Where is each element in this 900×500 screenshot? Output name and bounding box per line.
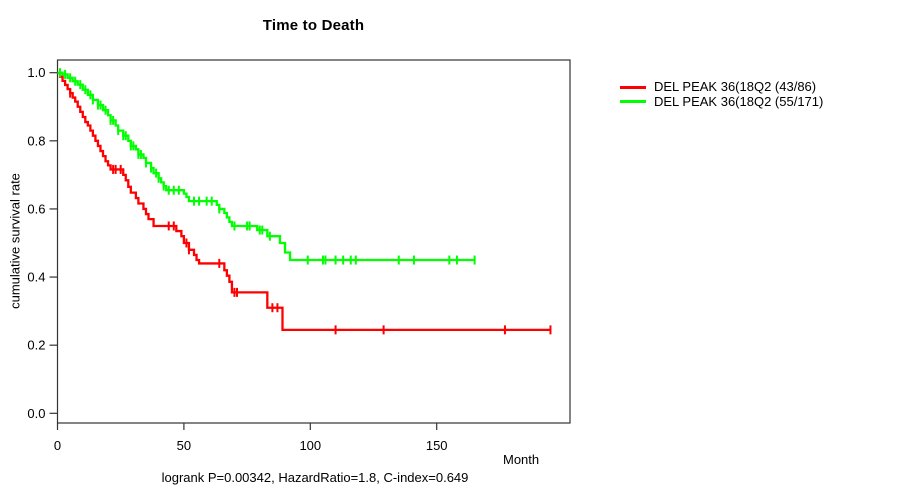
y-tick-label: 0.8 [27,133,45,148]
x-axis-label: Month [503,452,540,467]
legend-item-group2: DEL PEAK 36(18Q2 (55/171) [620,93,824,110]
y-tick-label: 1.0 [27,65,45,80]
legend-line-red-icon [620,85,646,89]
survival-curve-group-1 [57,71,552,335]
chart-title: Time to Death [262,17,365,34]
survival-curve-group-2 [57,68,476,265]
x-tick-label: 150 [426,438,448,453]
legend-label-group1: DEL PEAK 36(18Q2 (43/86) [654,79,817,94]
y-tick-label: 0.0 [27,406,45,421]
x-tick-label: 50 [177,438,191,453]
x-axis-ticks: 0 50 100 150 [54,423,448,453]
censor-ticks-2 [59,68,476,265]
survival-curve-1 [57,71,551,332]
legend-line-green-icon [620,100,646,104]
y-axis-ticks: 0.0 0.2 0.4 0.6 0.8 1.0 [27,65,58,421]
plot-box [56,59,571,424]
y-tick-label: 0.4 [27,270,45,285]
stats-caption: logrank P=0.00342, HazardRatio=1.8, C-in… [161,470,469,485]
censor-ticks-1 [69,88,552,335]
legend: DEL PEAK 36(18Q2 (43/86) DEL PEAK 36(18Q… [620,79,824,110]
x-tick-label: 0 [54,438,61,453]
legend-item-group1: DEL PEAK 36(18Q2 (43/86) [620,79,823,95]
y-tick-label: 0.2 [27,338,45,353]
legend-label-group2: DEL PEAK 36(18Q2 (55/171) [654,93,824,109]
y-tick-label: 0.6 [27,201,45,216]
x-tick-label: 100 [299,438,321,453]
